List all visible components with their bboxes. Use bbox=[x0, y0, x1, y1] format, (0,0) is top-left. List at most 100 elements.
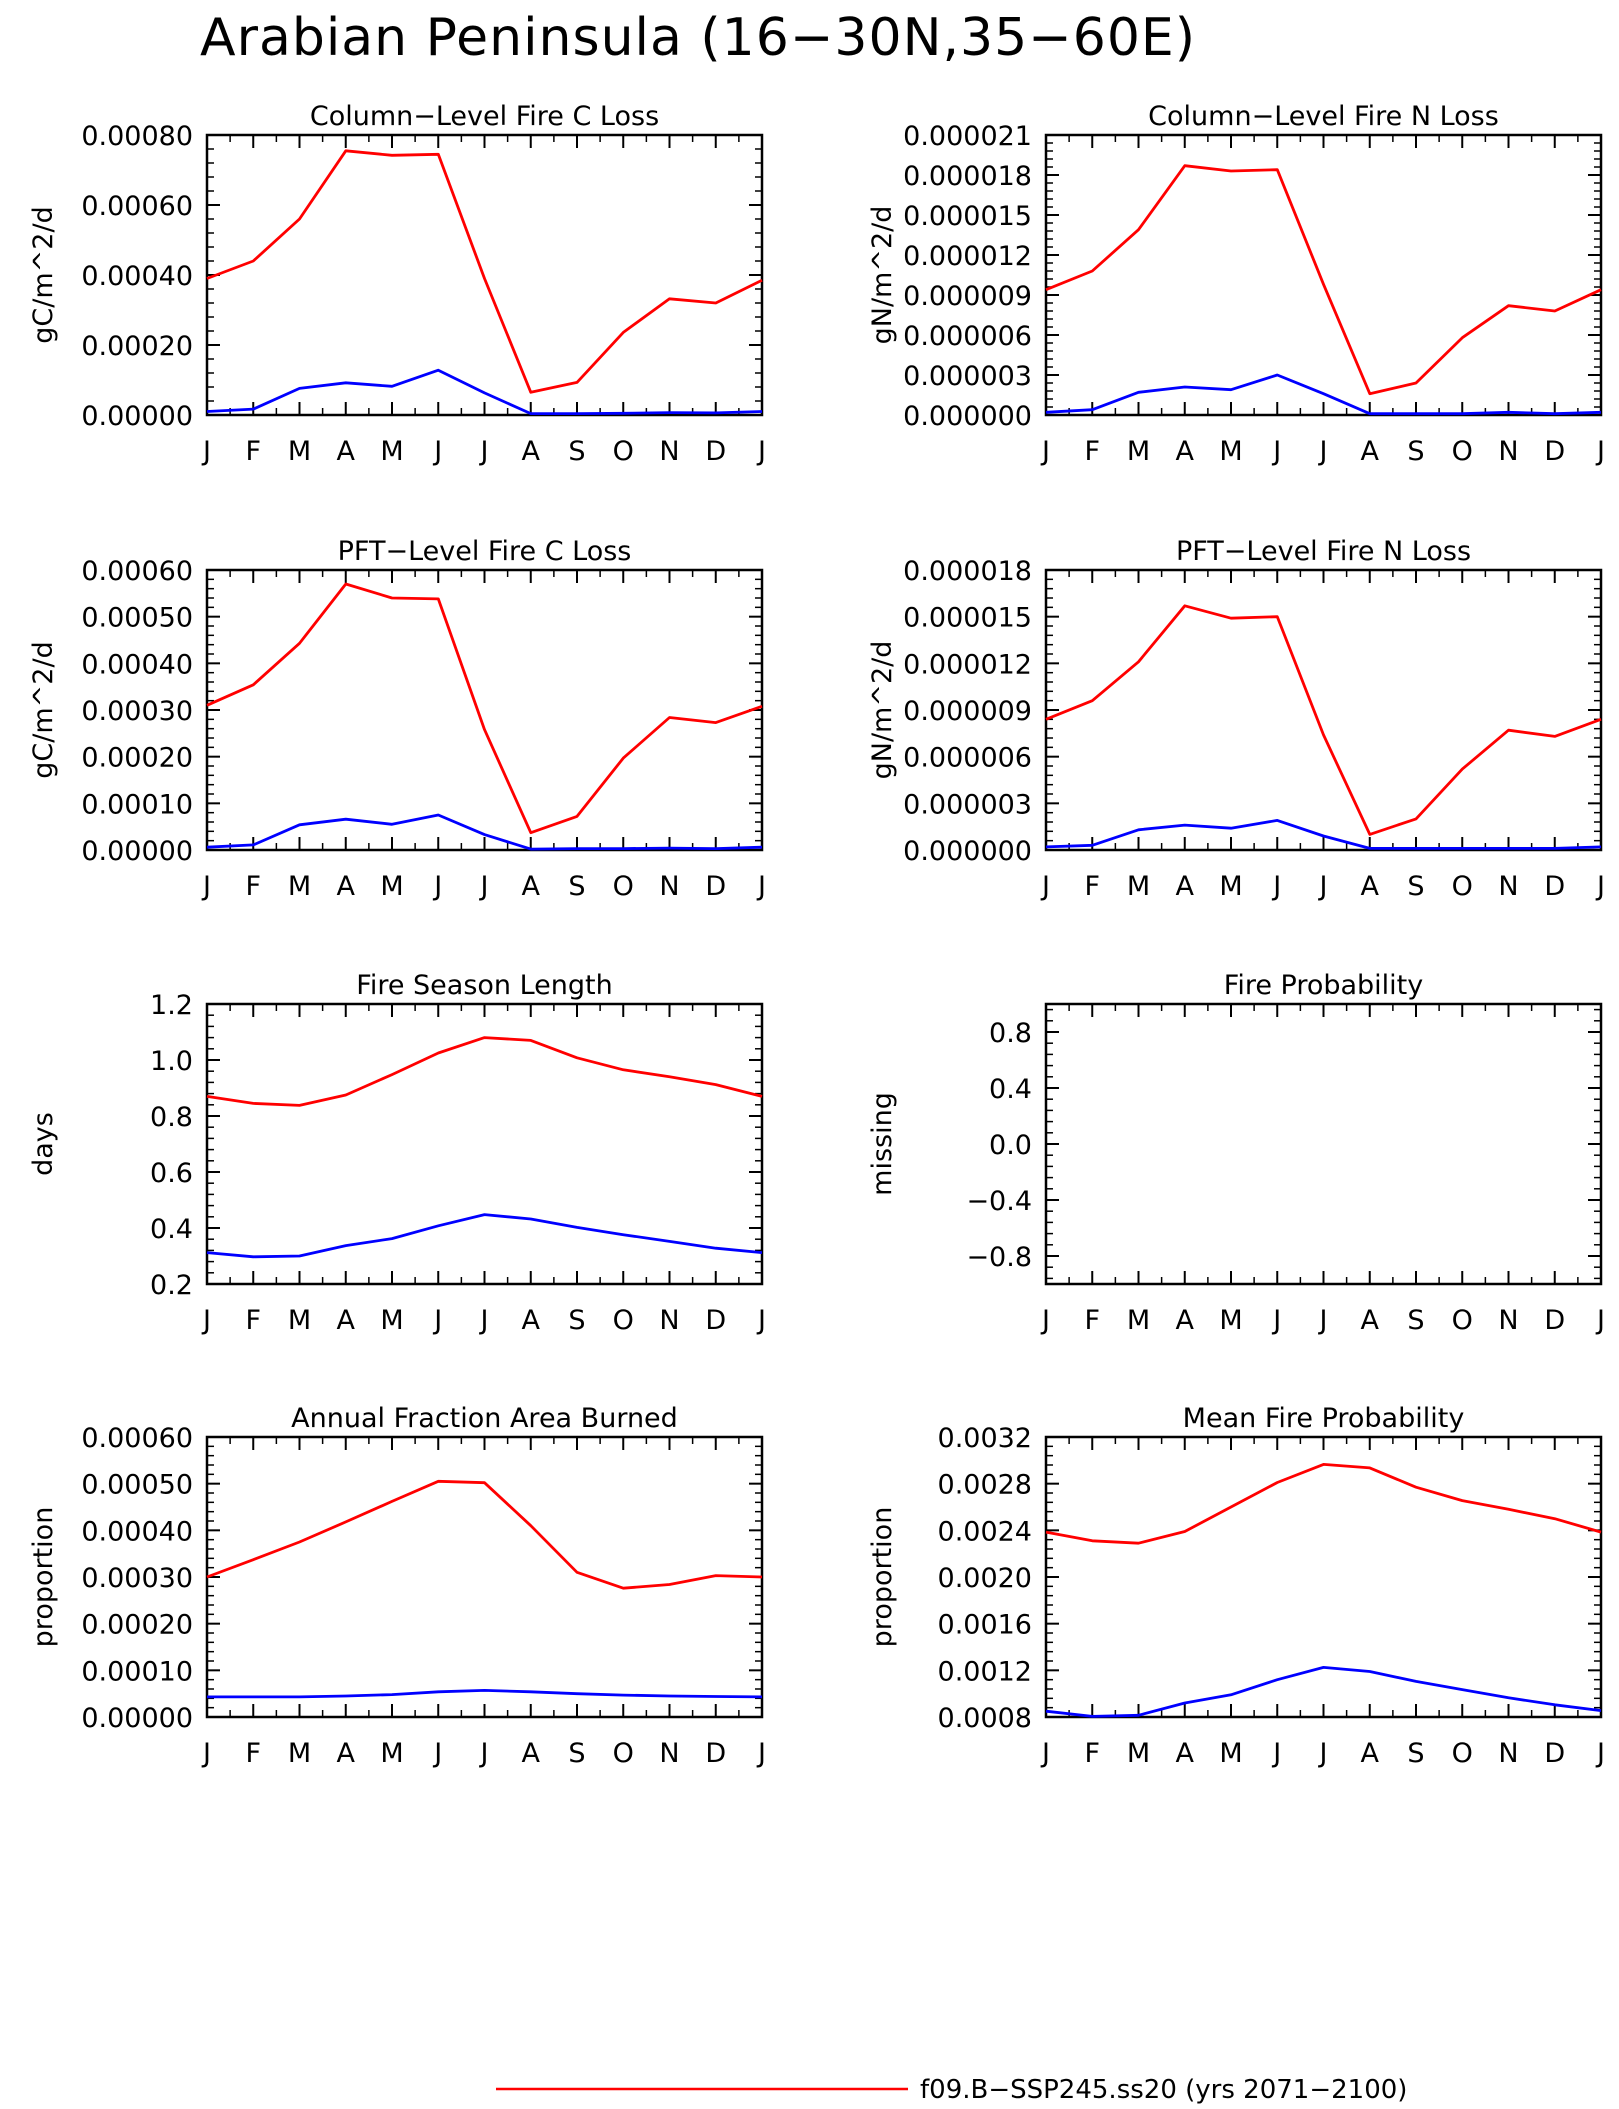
x-tick-label: J bbox=[1271, 1738, 1281, 1769]
y-tick-label: 0.2 bbox=[150, 1270, 193, 1301]
x-tick-label: D bbox=[705, 1305, 726, 1336]
x-tick-label: S bbox=[1407, 1305, 1424, 1336]
y-tick-label: 0.00060 bbox=[81, 191, 193, 222]
y-tick-label: 1.0 bbox=[150, 1046, 193, 1077]
y-tick-label: 0.00080 bbox=[81, 121, 193, 152]
x-tick-label: J bbox=[1040, 871, 1050, 902]
x-tick-label: J bbox=[1318, 1738, 1328, 1769]
series-line bbox=[206, 813, 763, 851]
x-tick-label: A bbox=[1176, 871, 1195, 902]
x-tick-label: N bbox=[1498, 1738, 1518, 1769]
x-tick-label: J bbox=[1318, 436, 1328, 467]
x-tick-label: M bbox=[288, 1305, 311, 1336]
series-line bbox=[207, 1689, 763, 1699]
x-tick-label: M bbox=[1127, 871, 1150, 902]
y-tick-label: 0.00000 bbox=[81, 1703, 193, 1734]
y-tick-label: 0.000012 bbox=[903, 649, 1032, 680]
y-tick-label: 0.8 bbox=[989, 1018, 1032, 1049]
series-line bbox=[1045, 1666, 1602, 1718]
x-tick-label: M bbox=[380, 1738, 403, 1769]
plot-frame bbox=[1044, 1435, 1603, 1719]
x-tick-label: J bbox=[479, 1305, 489, 1336]
x-tick-label: J bbox=[201, 436, 211, 467]
x-tick-label: F bbox=[245, 871, 261, 902]
x-tick-label: J bbox=[1595, 1305, 1605, 1336]
x-tick-label: M bbox=[1127, 436, 1150, 467]
y-axis-label: missing bbox=[867, 1092, 898, 1196]
y-tick-label: 0.0 bbox=[989, 1130, 1032, 1161]
chart-title: PFT−Level Fire C Loss bbox=[338, 536, 632, 567]
series-line bbox=[1045, 604, 1602, 836]
y-tick-label: −0.4 bbox=[966, 1186, 1032, 1217]
y-tick-label: 0.000018 bbox=[903, 161, 1032, 192]
y-tick-label: 0.00050 bbox=[81, 603, 193, 634]
plot-frame bbox=[1044, 1002, 1603, 1286]
y-tick-label: 0.000009 bbox=[903, 281, 1032, 312]
x-tick-label: A bbox=[1361, 1305, 1380, 1336]
x-tick-label: S bbox=[568, 1305, 585, 1336]
x-tick-label: F bbox=[245, 1305, 261, 1336]
y-tick-label: 0.000006 bbox=[903, 321, 1032, 352]
x-tick-label: J bbox=[1318, 1305, 1328, 1336]
x-tick-label: J bbox=[432, 1738, 442, 1769]
x-tick-label: D bbox=[705, 1738, 726, 1769]
x-tick-label: J bbox=[1595, 871, 1605, 902]
y-axis-label: gN/m^2/d bbox=[867, 641, 898, 780]
y-tick-label: 0.00050 bbox=[81, 1470, 193, 1501]
x-tick-label: O bbox=[613, 1305, 634, 1336]
y-tick-label: 0.00060 bbox=[81, 1423, 193, 1454]
chart-title: Column−Level Fire N Loss bbox=[1148, 101, 1499, 132]
y-tick-label: 0.0012 bbox=[938, 1656, 1032, 1687]
x-tick-label: A bbox=[1361, 1738, 1380, 1769]
x-tick-label: O bbox=[1452, 1305, 1473, 1336]
y-tick-label: 0.00030 bbox=[81, 1563, 193, 1594]
y-tick-label: 0.000012 bbox=[903, 241, 1032, 272]
y-tick-label: 0.00040 bbox=[81, 1516, 193, 1547]
x-tick-label: J bbox=[201, 1738, 211, 1769]
x-tick-label: J bbox=[1595, 436, 1605, 467]
x-tick-label: A bbox=[337, 1738, 356, 1769]
plot-frame bbox=[1044, 133, 1603, 417]
chart-title: Annual Fraction Area Burned bbox=[291, 1403, 678, 1434]
x-tick-label: O bbox=[613, 871, 634, 902]
x-tick-label: F bbox=[1084, 1305, 1100, 1336]
x-tick-label: A bbox=[1361, 436, 1380, 467]
plot-frame bbox=[205, 568, 764, 852]
series-line bbox=[1045, 164, 1602, 396]
x-tick-label: F bbox=[1084, 1738, 1100, 1769]
x-tick-label: S bbox=[1407, 436, 1424, 467]
x-tick-label: A bbox=[1176, 1738, 1195, 1769]
y-tick-label: 0.00040 bbox=[81, 261, 193, 292]
y-tick-label: 0.4 bbox=[150, 1214, 193, 1245]
series-line bbox=[206, 368, 763, 416]
x-tick-label: J bbox=[432, 436, 442, 467]
plot-frame bbox=[205, 1435, 764, 1719]
y-tick-label: 0.000003 bbox=[903, 789, 1032, 820]
x-tick-label: O bbox=[613, 436, 634, 467]
y-axis-label: proportion bbox=[28, 1507, 59, 1648]
y-tick-label: 0.000021 bbox=[903, 121, 1032, 152]
x-tick-label: D bbox=[705, 436, 726, 467]
x-tick-label: N bbox=[1498, 436, 1518, 467]
x-tick-label: J bbox=[479, 871, 489, 902]
x-tick-label: D bbox=[1544, 871, 1565, 902]
x-tick-label: D bbox=[705, 871, 726, 902]
series-line bbox=[206, 1479, 763, 1590]
x-tick-label: N bbox=[659, 436, 679, 467]
x-tick-label: J bbox=[201, 871, 211, 902]
x-tick-label: J bbox=[1271, 1305, 1281, 1336]
x-tick-label: M bbox=[380, 436, 403, 467]
y-tick-label: 0.4 bbox=[989, 1074, 1032, 1105]
series-line bbox=[206, 1036, 763, 1107]
x-tick-label: A bbox=[1176, 1305, 1195, 1336]
y-tick-label: 0.000000 bbox=[903, 836, 1032, 867]
x-tick-label: A bbox=[1361, 871, 1380, 902]
x-tick-label: J bbox=[1318, 871, 1328, 902]
y-axis-label: gC/m^2/d bbox=[28, 641, 59, 778]
